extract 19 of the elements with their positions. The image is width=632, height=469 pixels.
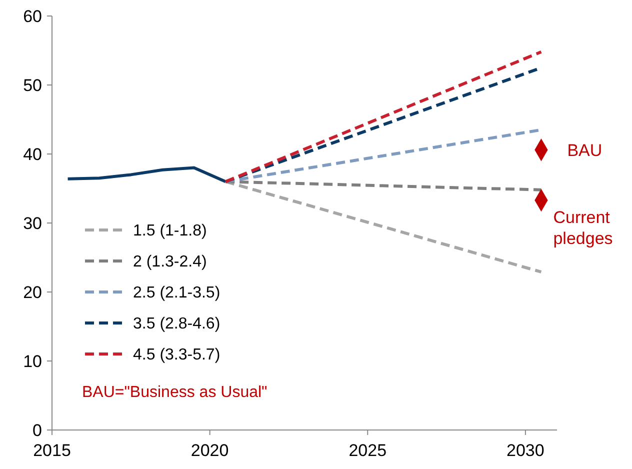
legend-label: 1.5 (1-1.8) xyxy=(133,222,207,240)
annotation: Current pledges xyxy=(553,208,613,248)
annotation: BAU="Business as Usual" xyxy=(82,384,268,401)
x-tick-label: 2020 xyxy=(190,441,229,460)
legend-label: 2.5 (2.1-3.5) xyxy=(133,284,220,302)
y-tick-label: 20 xyxy=(23,282,42,302)
y-tick-label: 0 xyxy=(32,420,42,440)
x-tick-label: 2025 xyxy=(348,441,387,460)
annotation: BAU xyxy=(567,140,602,160)
y-tick-label: 10 xyxy=(23,352,42,371)
legend-label: 4.5 (3.3-5.7) xyxy=(133,346,220,364)
y-tick-label: 50 xyxy=(23,76,42,95)
legend-label: 3.5 (2.8-4.6) xyxy=(133,316,220,333)
x-tick-label: 2015 xyxy=(33,441,71,460)
y-tick-label: 40 xyxy=(23,144,42,164)
y-tick-label: 30 xyxy=(23,214,42,233)
x-tick-label: 2030 xyxy=(506,441,544,460)
legend-label: 2 (1.3-2.4) xyxy=(133,254,207,271)
y-tick-label: 60 xyxy=(23,6,42,26)
